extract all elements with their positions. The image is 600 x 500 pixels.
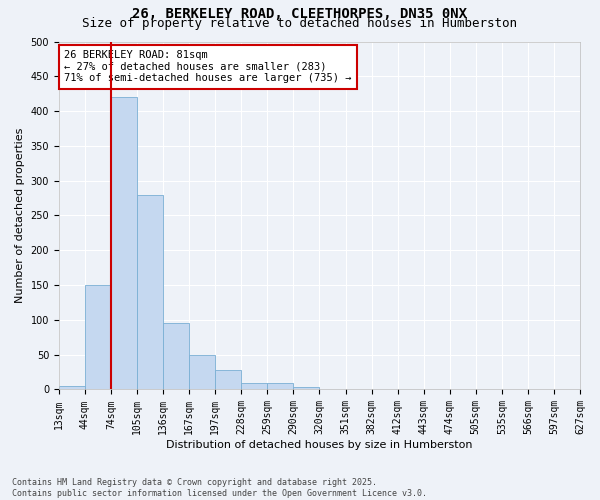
Y-axis label: Number of detached properties: Number of detached properties [15,128,25,303]
X-axis label: Distribution of detached houses by size in Humberston: Distribution of detached houses by size … [166,440,473,450]
Bar [85,285,111,390]
Bar [241,382,268,390]
Bar [111,97,137,390]
Bar [137,194,163,390]
Bar [189,354,215,390]
Bar [215,370,241,390]
Bar [163,324,189,390]
Bar [59,386,85,390]
Text: 26, BERKELEY ROAD, CLEETHORPES, DN35 0NX: 26, BERKELEY ROAD, CLEETHORPES, DN35 0NX [133,8,467,22]
Text: Contains HM Land Registry data © Crown copyright and database right 2025.
Contai: Contains HM Land Registry data © Crown c… [12,478,427,498]
Bar [293,388,319,390]
Text: 26 BERKELEY ROAD: 81sqm
← 27% of detached houses are smaller (283)
71% of semi-d: 26 BERKELEY ROAD: 81sqm ← 27% of detache… [64,50,352,84]
Text: Size of property relative to detached houses in Humberston: Size of property relative to detached ho… [83,18,517,30]
Bar [268,382,293,390]
